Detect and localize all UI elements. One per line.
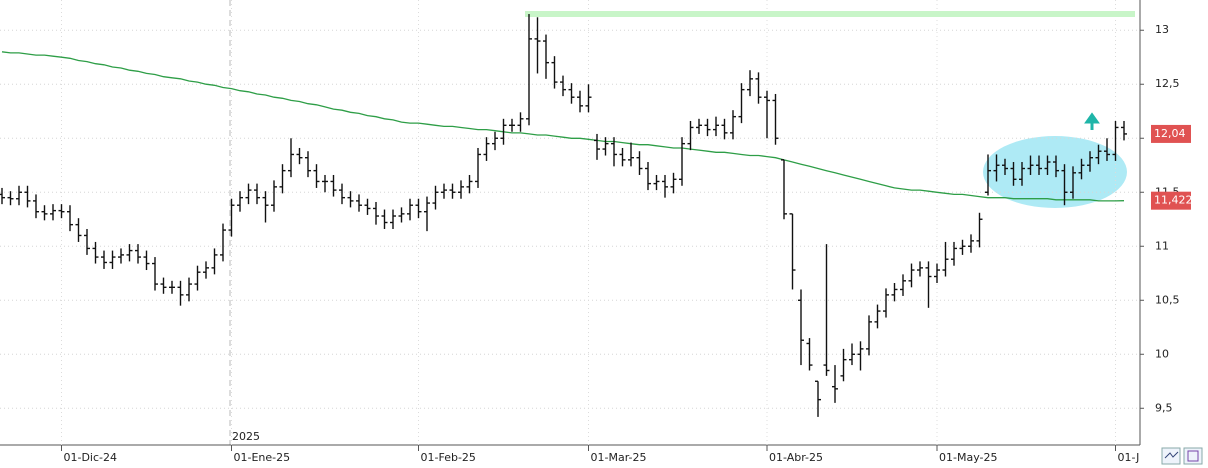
y-tick-label: 12,5 xyxy=(1155,77,1180,90)
price-label: 12,04 xyxy=(1154,127,1186,140)
x-tick-label: 01-Mar-25 xyxy=(591,451,647,464)
up-arrow xyxy=(1084,112,1100,130)
icon-button[interactable] xyxy=(1161,447,1181,465)
highlight-ellipse xyxy=(983,136,1127,208)
y-tick-label: 9,5 xyxy=(1155,401,1173,414)
x-tick-label: 01-Ene-25 xyxy=(234,451,291,464)
y-tick-label: 11 xyxy=(1155,239,1169,252)
x-tick-label: 01-Dic-24 xyxy=(64,451,118,464)
y-tick-label: 13 xyxy=(1155,23,1169,36)
price-label: 11,422 xyxy=(1154,194,1193,207)
price-label-box xyxy=(1151,124,1191,143)
icon-glyph xyxy=(1164,451,1179,459)
x-tick-label: 01-May-25 xyxy=(939,451,997,464)
price-label-box xyxy=(1151,191,1191,210)
icon-button[interactable] xyxy=(1183,447,1203,465)
icon-glyph xyxy=(1187,450,1199,462)
x-tick-label: 01-J xyxy=(1118,451,1140,464)
toolbar-icons xyxy=(1161,447,1203,465)
x-tick-label: 01-Abr-25 xyxy=(769,451,823,464)
y-tick-label: 10,5 xyxy=(1155,293,1180,306)
y-tick-label: 10 xyxy=(1155,347,1169,360)
year-label: 2025 xyxy=(232,430,260,443)
x-tick-label: 01-Feb-25 xyxy=(421,451,476,464)
moving-average-line xyxy=(1,51,1125,202)
